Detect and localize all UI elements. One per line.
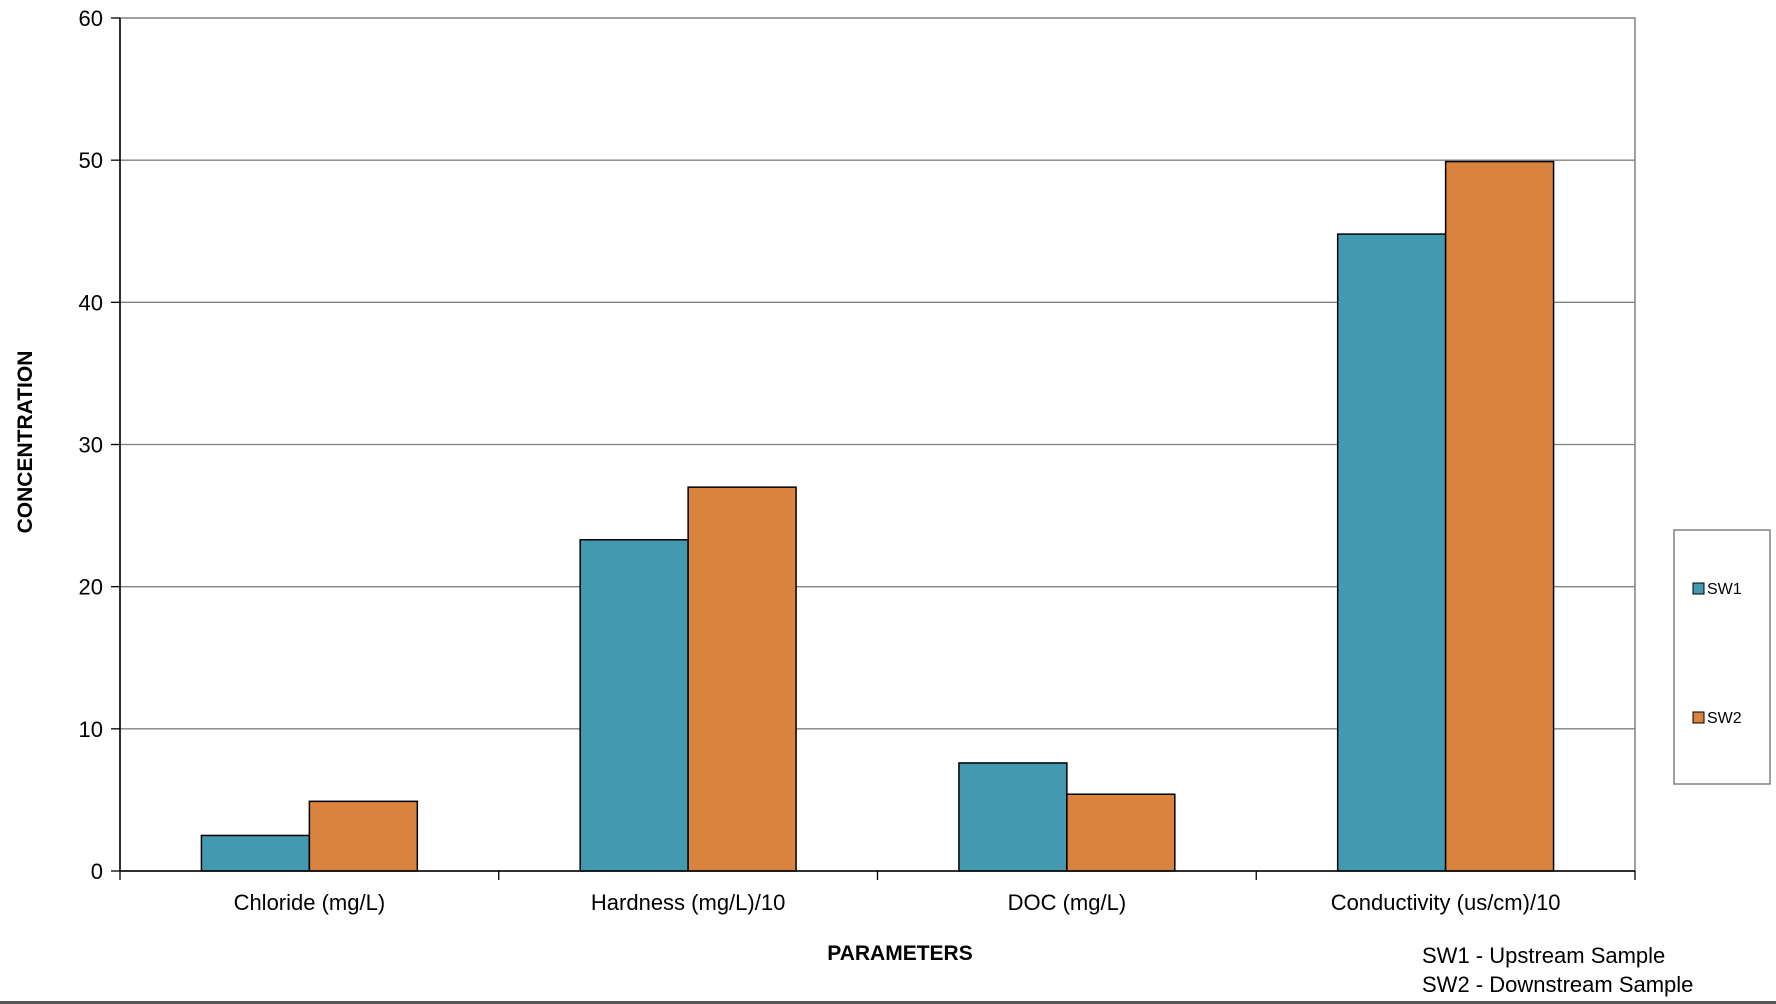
x-tick-label: Conductivity (us/cm)/10 <box>1331 890 1561 915</box>
legend: SW1 SW2 <box>1673 529 1771 785</box>
y-tick-label: 10 <box>79 717 103 742</box>
bars <box>200 160 1555 872</box>
y-tick-label: 20 <box>79 575 103 600</box>
y-axis-title: CONCENTRATION <box>14 351 37 534</box>
x-axis-title: PARAMETERS <box>827 942 972 965</box>
note-sw2: SW2 - Downstream Sample <box>1422 972 1693 997</box>
legend-label-sw2: SW2 <box>1707 710 1742 727</box>
bar-sw2-1 <box>687 486 797 872</box>
bar-sw1-2 <box>958 762 1068 872</box>
y-tick-label: 60 <box>79 6 103 31</box>
x-tick-labels: Chloride (mg/L) Hardness (mg/L)/10 DOC (mg… <box>234 890 1561 915</box>
bar-sw1-1 <box>579 539 689 872</box>
legend-box <box>1673 529 1771 785</box>
y-tick-label: 30 <box>79 433 103 458</box>
bar-sw1-0 <box>200 834 311 872</box>
y-tick-label: 50 <box>79 148 103 173</box>
bar-sw2-2 <box>1066 793 1176 872</box>
bottom-rule <box>0 1001 1776 1004</box>
bar-sw2-3 <box>1444 160 1555 872</box>
y-tick-label: 40 <box>79 290 103 315</box>
bar-sw1-3 <box>1336 233 1447 872</box>
y-tick-label: 0 <box>91 859 103 884</box>
bar-sw2-0 <box>308 800 419 872</box>
x-tick-label: DOC (mg/L) <box>1008 890 1127 915</box>
legend-label-sw1: SW1 <box>1707 581 1742 598</box>
legend-swatch-sw2 <box>1692 711 1705 724</box>
y-tick-labels: 0 10 20 30 40 50 60 <box>79 6 103 884</box>
x-tick-label: Chloride (mg/L) <box>234 890 386 915</box>
x-tick-label: Hardness (mg/L)/10 <box>591 890 785 915</box>
legend-swatch-sw1 <box>1692 582 1705 595</box>
axes <box>111 17 1636 880</box>
note-sw1: SW1 - Upstream Sample <box>1422 943 1665 968</box>
